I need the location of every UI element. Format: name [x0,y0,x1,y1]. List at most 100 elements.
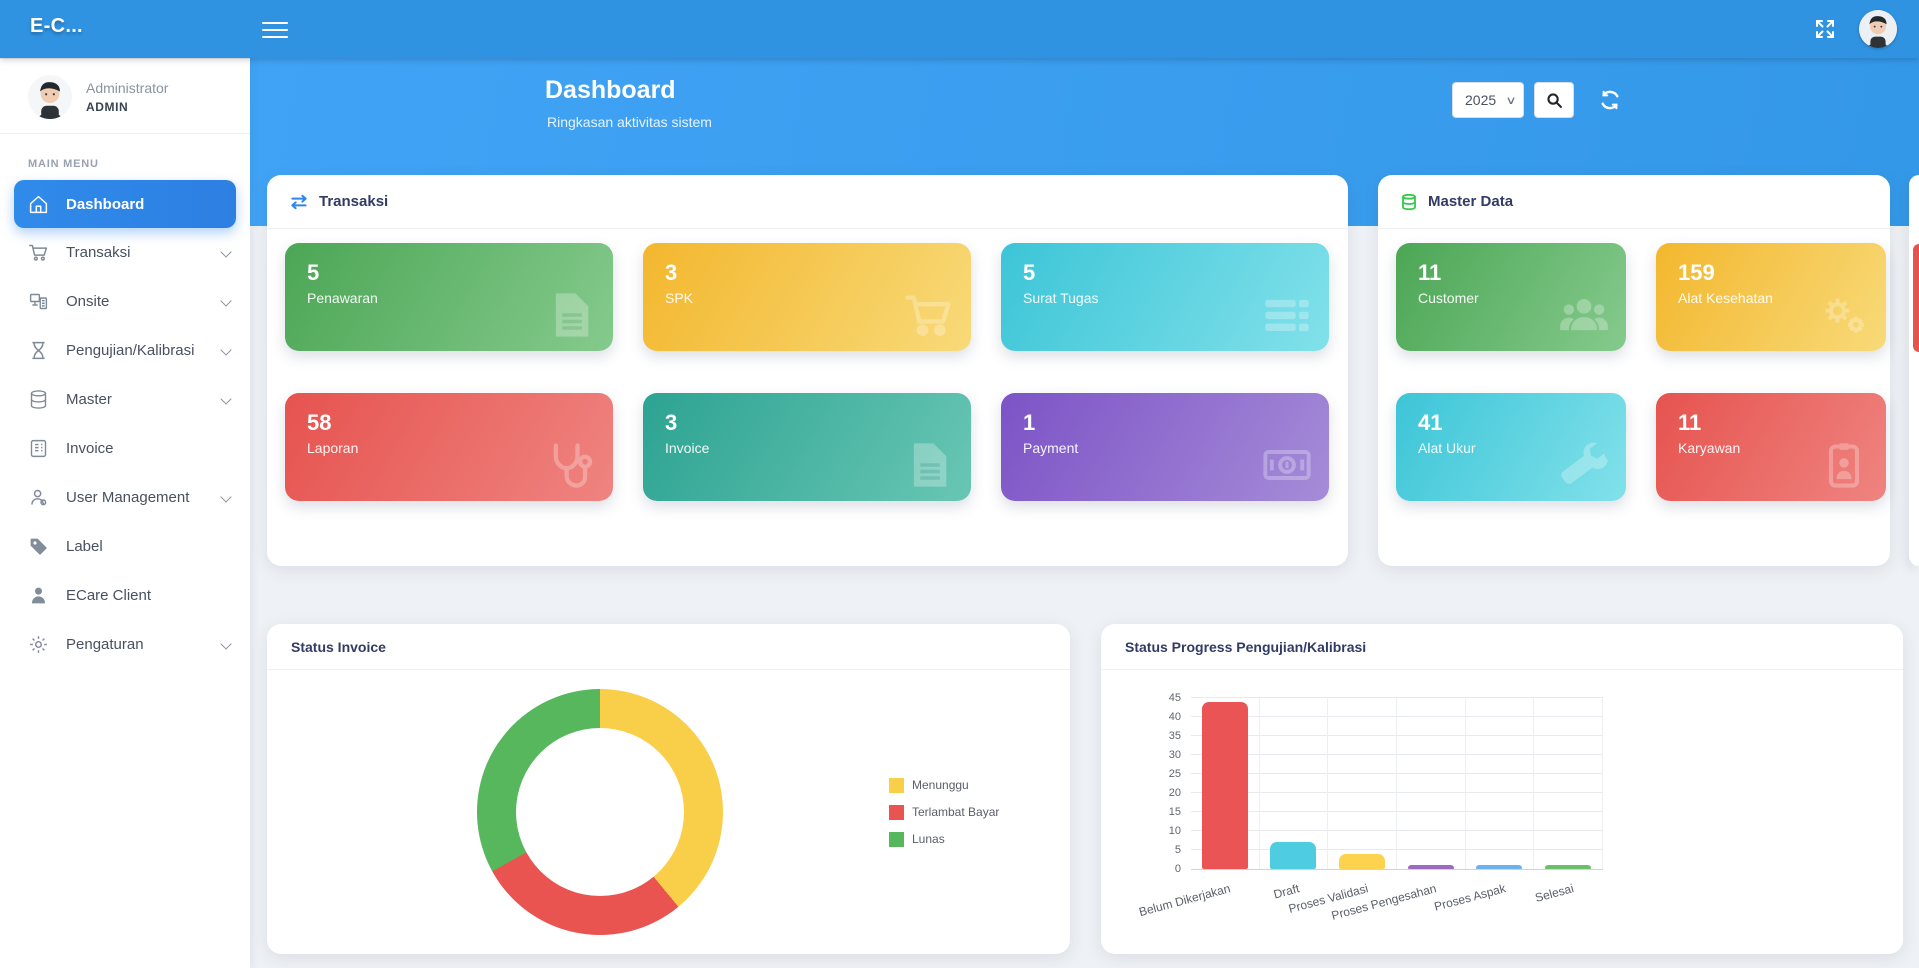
legend-item[interactable]: Lunas [889,831,999,847]
profile-role: ADMIN [86,100,129,114]
sidebar-item-invoice[interactable]: Invoice [0,424,250,473]
legend-item[interactable]: Terlambat Bayar [889,804,1000,820]
tile-invoice[interactable]: 3 Invoice [643,393,971,501]
bar[interactable] [1270,842,1317,869]
list-icon [1261,289,1313,341]
chevron-down-icon [220,246,232,258]
gridline [1191,830,1603,832]
x-axis-category-label: Draft [1271,881,1301,902]
sidebar-item-label[interactable]: Label [0,522,250,571]
card-title: Transaksi [319,193,389,210]
exchange-arrows-icon [291,194,307,209]
y-axis-tick-label: 15 [1168,806,1181,818]
tile-karyawan[interactable]: 11 Karyawan [1656,393,1886,501]
search-icon [1546,92,1562,108]
sidebar-item-pengaturan[interactable]: Pengaturan [0,620,250,669]
money-bill-icon [1261,439,1313,491]
bar[interactable] [1339,853,1386,869]
tile-alat-ukur[interactable]: 41 Alat Ukur [1396,393,1626,501]
refresh-icon [1601,90,1619,110]
search-button[interactable] [1534,82,1574,118]
bar-column: Draft [1260,698,1329,901]
file-text-icon [545,289,597,341]
y-axis-tick-label: 25 [1168,768,1181,780]
user-icon [28,487,49,508]
status-progress-card: Status Progress Pengujian/Kalibrasi 0 5 10… [1101,624,1903,954]
profile-name: Administrator [86,80,169,96]
sidebar-item-transaksi[interactable]: Transaksi [0,228,250,277]
bar[interactable] [1545,865,1592,869]
y-axis-tick-label: 20 [1168,787,1181,800]
legend-item[interactable]: Menunggu [889,777,999,793]
app-brand: E-C... [30,15,83,37]
bar-column: Proses Validasi [1287,698,1397,916]
legend-label: Lunas [912,832,945,846]
gridline [1191,754,1603,755]
tile-alat-kesehatan[interactable]: 159 Alat Kesehatan [1656,243,1886,351]
bar-column: Proses Pengesahan [1330,698,1466,923]
sidebar-item-user-management[interactable]: User Management [0,473,250,522]
bar-column: Selesai [1534,698,1603,905]
sidebar-profile[interactable]: Administrator ADMIN [0,59,250,134]
tile-laporan[interactable]: 58 Laporan [285,393,613,501]
bar[interactable] [1476,865,1523,869]
chevron-down-icon [220,393,232,405]
legend-label: Terlambat Bayar [912,805,1000,819]
user-avatar[interactable] [1859,10,1897,48]
hourglass-icon [28,340,49,361]
donut-legend: Menunggu Terlambat Bayar Lunas [889,777,1000,847]
profile-avatar [28,75,72,119]
legend-swatch [889,804,904,820]
home-icon [28,194,49,215]
page-subtitle: Ringkasan aktivitas sistem [547,114,712,130]
tile-payment[interactable]: 1 Payment [1001,393,1329,501]
sidebar-item-dashboard[interactable]: Dashboard [14,180,236,228]
chevron-down-icon [220,638,232,650]
sidebar: Administrator ADMIN MAIN MENU Dashboard … [0,58,250,968]
database-green-icon [1402,193,1416,210]
bar-chart-plot: 0 5 10 15 20 25 30 35 40 45 Belum Dikerjakan Draft P… [1138,692,1603,923]
gear-icon [28,634,49,655]
year-select-value: 2025 [1465,92,1497,108]
page-title: Dashboard [545,76,676,104]
gridline [1191,773,1603,774]
fullscreen-expand-icon[interactable] [1813,17,1837,41]
tile-customer[interactable]: 11 Customer [1396,243,1626,351]
gears-icon [1818,289,1870,341]
legend-swatch [889,831,904,847]
transaksi-summary-card: Transaksi 5 Penawaran 3 SPK 5 Surat Tuga… [267,175,1348,566]
bar[interactable] [1407,865,1454,869]
chevron-down-icon [220,295,232,307]
x-axis-category-label: Selesai [1533,881,1576,905]
bar[interactable] [1201,701,1248,869]
file-text-icon [903,439,955,491]
gridline [1191,811,1603,812]
wrench-icon [1558,439,1610,491]
top-navbar: E-C... [0,0,1919,58]
legend-swatch [889,777,904,793]
card-title: Status Invoice [291,638,386,655]
progress-bar-chart[interactable]: 0 5 10 15 20 25 30 35 40 45 Belum Dikerjakan Draft P… [1138,692,1659,928]
year-select[interactable]: 2025 ∨ [1452,82,1524,118]
x-axis-category-label: Belum Dikerjakan [1137,881,1233,920]
gridline [1191,716,1603,718]
stethoscope-icon [545,439,597,491]
invoice-donut-chart[interactable] [477,689,723,935]
cart-icon [903,289,955,341]
sidebar-item-master[interactable]: Master [0,375,250,424]
users-icon [1558,289,1610,341]
sidebar-item-onsite[interactable]: Onsite [0,277,250,326]
tile-penawaran[interactable]: 5 Penawaran [285,243,613,351]
sidebar-item-pengujian-kalibrasi[interactable]: Pengujian/Kalibrasi [0,326,250,375]
tile-spk[interactable]: 3 SPK [643,243,971,351]
chevron-down-icon [220,344,232,356]
tile-surat-tugas[interactable]: 5 Surat Tugas [1001,243,1329,351]
hamburger-icon[interactable] [262,17,288,39]
card-title: Master Data [1428,193,1514,210]
menu-section-label: MAIN MENU [28,158,99,170]
refresh-button[interactable] [1599,89,1621,111]
cart-icon [28,242,49,263]
x-axis-category-label: Proses Aspak [1432,881,1507,914]
donut-hole [516,728,684,896]
sidebar-item-ecare-client[interactable]: ECare Client [0,571,250,620]
